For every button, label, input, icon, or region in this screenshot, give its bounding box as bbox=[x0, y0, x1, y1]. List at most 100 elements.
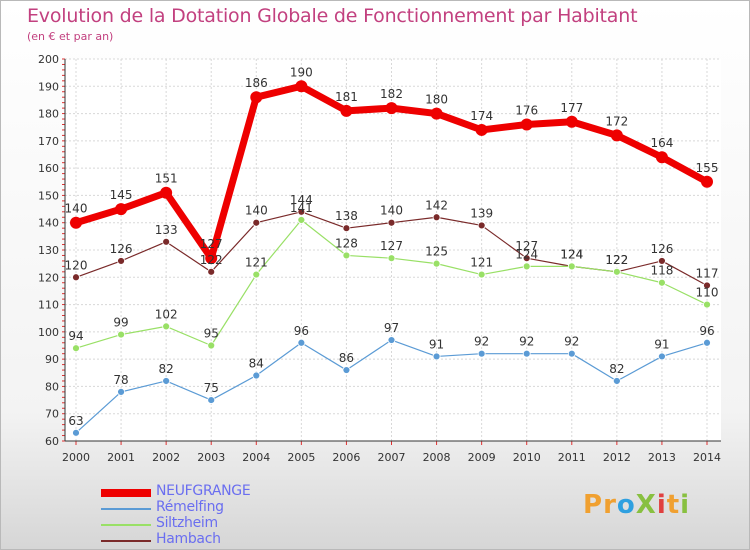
legend-label: Rémelfing bbox=[156, 499, 224, 515]
data-point bbox=[297, 207, 306, 216]
data-label: 78 bbox=[113, 373, 128, 387]
x-tick-label: 2003 bbox=[197, 451, 225, 464]
data-label: 92 bbox=[474, 335, 489, 349]
data-label: 172 bbox=[605, 114, 628, 128]
data-point bbox=[703, 281, 711, 290]
data-point bbox=[610, 129, 623, 142]
data-point bbox=[70, 216, 82, 229]
data-point bbox=[297, 216, 306, 224]
data-point bbox=[432, 259, 441, 268]
x-tick-label: 2004 bbox=[242, 451, 270, 464]
y-tick-label: 160 bbox=[38, 162, 59, 175]
x-tick-label: 2007 bbox=[378, 451, 406, 464]
x-tick-label: 2006 bbox=[332, 451, 360, 464]
data-label: 127 bbox=[200, 237, 223, 251]
data-label: 102 bbox=[155, 307, 178, 321]
legend-swatch bbox=[101, 489, 151, 497]
data-point bbox=[565, 115, 578, 128]
data-point bbox=[385, 102, 398, 115]
data-point bbox=[612, 267, 621, 276]
data-point bbox=[72, 428, 80, 437]
data-point bbox=[252, 270, 261, 279]
y-tick-label: 150 bbox=[38, 189, 59, 202]
data-label: 127 bbox=[380, 239, 403, 253]
data-label: 182 bbox=[380, 87, 403, 101]
x-tick-label: 2013 bbox=[648, 451, 676, 464]
data-label: 124 bbox=[515, 247, 538, 261]
data-point bbox=[117, 330, 125, 339]
data-point bbox=[703, 338, 711, 347]
data-point bbox=[160, 186, 173, 199]
data-label: 140 bbox=[245, 204, 268, 218]
data-label: 96 bbox=[699, 324, 714, 338]
chart-title: Evolution de la Dotation Globale de Fonc… bbox=[27, 5, 638, 27]
legend-item: Hambach bbox=[101, 531, 361, 549]
y-tick-label: 110 bbox=[38, 299, 59, 312]
data-point bbox=[295, 80, 308, 93]
data-label: 84 bbox=[249, 357, 264, 371]
data-point bbox=[522, 262, 531, 271]
data-label: 140 bbox=[380, 204, 403, 218]
series-group bbox=[70, 80, 713, 437]
data-point bbox=[658, 257, 666, 265]
data-label: 180 bbox=[425, 93, 448, 107]
data-label: 99 bbox=[113, 316, 128, 330]
data-label: 127 bbox=[515, 239, 538, 253]
data-point bbox=[115, 203, 128, 216]
data-point bbox=[701, 175, 713, 188]
data-point bbox=[342, 224, 351, 233]
data-label: 125 bbox=[425, 245, 448, 259]
data-label: 190 bbox=[290, 65, 313, 79]
data-label: 121 bbox=[470, 256, 493, 270]
data-point bbox=[658, 278, 666, 287]
legend-item: Rémelfing bbox=[101, 499, 361, 517]
data-label: 138 bbox=[335, 209, 358, 223]
data-point bbox=[342, 251, 351, 260]
x-tick-label: 2014 bbox=[693, 451, 721, 464]
data-point bbox=[430, 107, 443, 120]
data-point bbox=[475, 123, 488, 136]
axes: 60 70 80 90 100 110 120 130 140 150 160 170 180 190 20… bbox=[38, 53, 721, 464]
y-tick-label: 90 bbox=[45, 353, 59, 366]
data-point bbox=[477, 270, 486, 279]
data-label: 96 bbox=[294, 324, 309, 338]
data-point bbox=[477, 221, 486, 230]
y-tick-label: 80 bbox=[45, 380, 59, 393]
data-point bbox=[117, 257, 125, 265]
chart-subtitle: (en € et par an) bbox=[27, 30, 114, 43]
data-point bbox=[522, 254, 531, 263]
data-label: 151 bbox=[155, 172, 178, 186]
x-tick-label: 2000 bbox=[62, 451, 90, 464]
data-label: 63 bbox=[68, 414, 83, 428]
data-label: 176 bbox=[515, 103, 538, 117]
proxiti-logo: ProXiti bbox=[583, 490, 691, 520]
legend-swatch bbox=[101, 524, 151, 526]
legend-label: Siltzheim bbox=[156, 515, 218, 531]
data-point bbox=[703, 300, 711, 309]
data-label: 118 bbox=[650, 264, 673, 278]
data-point bbox=[522, 349, 531, 358]
data-point bbox=[207, 341, 216, 350]
data-label: 126 bbox=[650, 242, 673, 256]
y-tick-label: 200 bbox=[38, 53, 59, 66]
data-point bbox=[162, 237, 171, 246]
data-label: 126 bbox=[110, 242, 133, 256]
data-label: 145 bbox=[110, 188, 133, 202]
legend-label: NEUFGRANGE bbox=[156, 483, 251, 499]
y-tick-label: 130 bbox=[38, 244, 59, 257]
data-label: 139 bbox=[470, 206, 493, 220]
data-label: 75 bbox=[204, 381, 219, 395]
data-point bbox=[477, 349, 486, 358]
data-label: 128 bbox=[335, 236, 358, 250]
data-label: 94 bbox=[68, 329, 83, 343]
data-label: 117 bbox=[696, 266, 719, 280]
data-point bbox=[612, 377, 621, 385]
data-point bbox=[342, 366, 351, 374]
x-tick-label: 2011 bbox=[558, 451, 586, 464]
data-label: 91 bbox=[429, 337, 444, 351]
y-tick-label: 70 bbox=[45, 408, 59, 421]
x-tick-label: 2001 bbox=[107, 451, 135, 464]
y-tick-label: 190 bbox=[38, 80, 59, 93]
